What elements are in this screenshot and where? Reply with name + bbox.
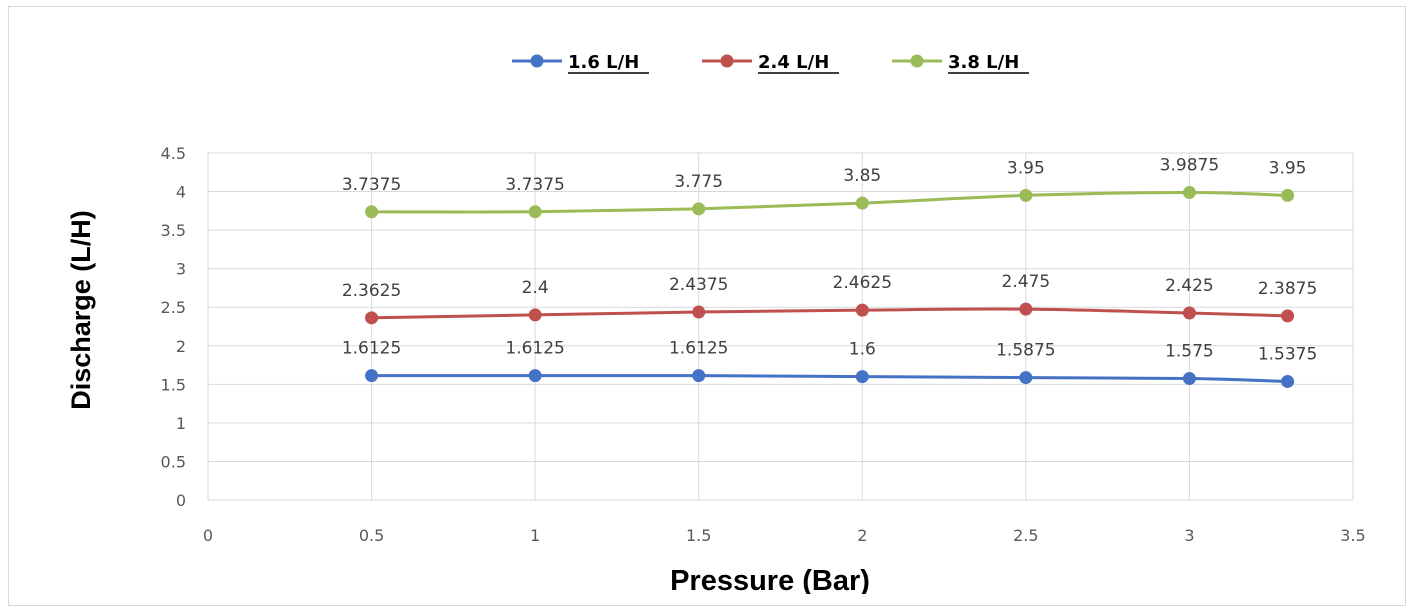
y-tick-label: 4 bbox=[176, 183, 186, 202]
y-tick-label: 2.5 bbox=[161, 298, 186, 317]
data-label: 3.85 bbox=[843, 166, 881, 186]
data-point bbox=[855, 196, 869, 210]
data-labels: 1.6125 1.6125 1.6125 1.6 1.5875 1.575 1.5375 2.… bbox=[342, 156, 1317, 365]
data-label: 3.9875 bbox=[1160, 156, 1219, 176]
x-tick-label: 0 bbox=[203, 526, 213, 545]
data-point bbox=[692, 305, 706, 319]
y-tick-label: 0.5 bbox=[161, 452, 186, 471]
data-label: 1.6125 bbox=[669, 339, 728, 359]
x-tick-label: 2 bbox=[857, 526, 867, 545]
x-tick-label: 0.5 bbox=[359, 526, 384, 545]
data-label: 1.5375 bbox=[1258, 344, 1317, 364]
data-label: 3.95 bbox=[1269, 158, 1307, 178]
data-point bbox=[692, 202, 706, 216]
data-label: 3.7375 bbox=[505, 175, 564, 195]
x-tick-label: 1.5 bbox=[686, 526, 711, 545]
legend-label: 1.6 L/H bbox=[568, 52, 639, 73]
data-point bbox=[1281, 188, 1295, 202]
data-label: 1.5875 bbox=[996, 341, 1055, 361]
legend: 1.6 L/H 2.4 L/H 3.8 L/H bbox=[512, 52, 1029, 74]
data-point bbox=[365, 205, 379, 219]
data-label: 1.6125 bbox=[505, 339, 564, 359]
data-point bbox=[1182, 372, 1196, 386]
data-label: 2.4625 bbox=[833, 273, 892, 293]
data-label: 2.4 bbox=[522, 278, 549, 298]
series-line bbox=[371, 374, 1288, 383]
data-label: 2.475 bbox=[1002, 272, 1051, 292]
tick-labels: 0 0.5 1 1.5 2 2.5 3 3.5 4 4.5 0 0.5 1 1.5 2 2.5 3 3.5 bbox=[161, 144, 1366, 545]
data-point bbox=[528, 205, 542, 219]
data-point bbox=[1019, 302, 1033, 316]
data-label: 3.7375 bbox=[342, 175, 401, 195]
y-tick-label: 1.5 bbox=[161, 375, 186, 394]
x-tick-label: 1 bbox=[530, 526, 540, 545]
y-tick-label: 0 bbox=[176, 491, 186, 510]
y-tick-label: 1 bbox=[176, 414, 186, 433]
legend-marker bbox=[910, 54, 924, 68]
x-tick-label: 3 bbox=[1184, 526, 1194, 545]
data-point bbox=[855, 370, 869, 384]
legend-label: 2.4 L/H bbox=[758, 52, 829, 73]
y-tick-label: 2 bbox=[176, 337, 186, 356]
data-label: 1.6125 bbox=[342, 339, 401, 359]
data-point bbox=[1019, 371, 1033, 385]
data-point bbox=[692, 369, 706, 383]
data-point bbox=[855, 303, 869, 317]
x-axis-title: Pressure (Bar) bbox=[670, 565, 870, 594]
y-tick-label: 4.5 bbox=[161, 144, 186, 163]
data-label: 1.575 bbox=[1165, 342, 1214, 362]
legend-label: 3.8 L/H bbox=[948, 52, 1019, 73]
series-lines bbox=[365, 186, 1295, 388]
data-point bbox=[365, 369, 379, 383]
data-point bbox=[365, 311, 379, 325]
data-label: 2.4375 bbox=[669, 275, 728, 295]
data-label: 2.425 bbox=[1165, 276, 1214, 296]
legend-marker bbox=[530, 54, 544, 68]
x-tick-label: 3.5 bbox=[1340, 526, 1365, 545]
chart-frame bbox=[8, 6, 1406, 606]
series-line bbox=[371, 307, 1288, 320]
data-label: 2.3875 bbox=[1258, 279, 1317, 299]
data-point bbox=[528, 308, 542, 322]
data-point bbox=[1019, 188, 1033, 202]
y-tick-label: 3 bbox=[176, 260, 186, 279]
data-point bbox=[1182, 186, 1196, 200]
x-tick-label: 2.5 bbox=[1013, 526, 1038, 545]
y-axis-title: Discharge (L/H) bbox=[66, 210, 96, 410]
series-line bbox=[371, 191, 1288, 214]
data-point bbox=[528, 369, 542, 383]
legend-marker bbox=[720, 54, 734, 68]
data-label: 1.6 bbox=[849, 340, 876, 360]
data-label: 3.95 bbox=[1007, 158, 1045, 178]
data-label: 2.3625 bbox=[342, 281, 401, 301]
data-point bbox=[1182, 306, 1196, 320]
y-tick-label: 3.5 bbox=[161, 221, 186, 240]
data-point bbox=[1281, 309, 1295, 323]
data-point bbox=[1281, 374, 1295, 388]
data-label: 3.775 bbox=[674, 172, 723, 192]
